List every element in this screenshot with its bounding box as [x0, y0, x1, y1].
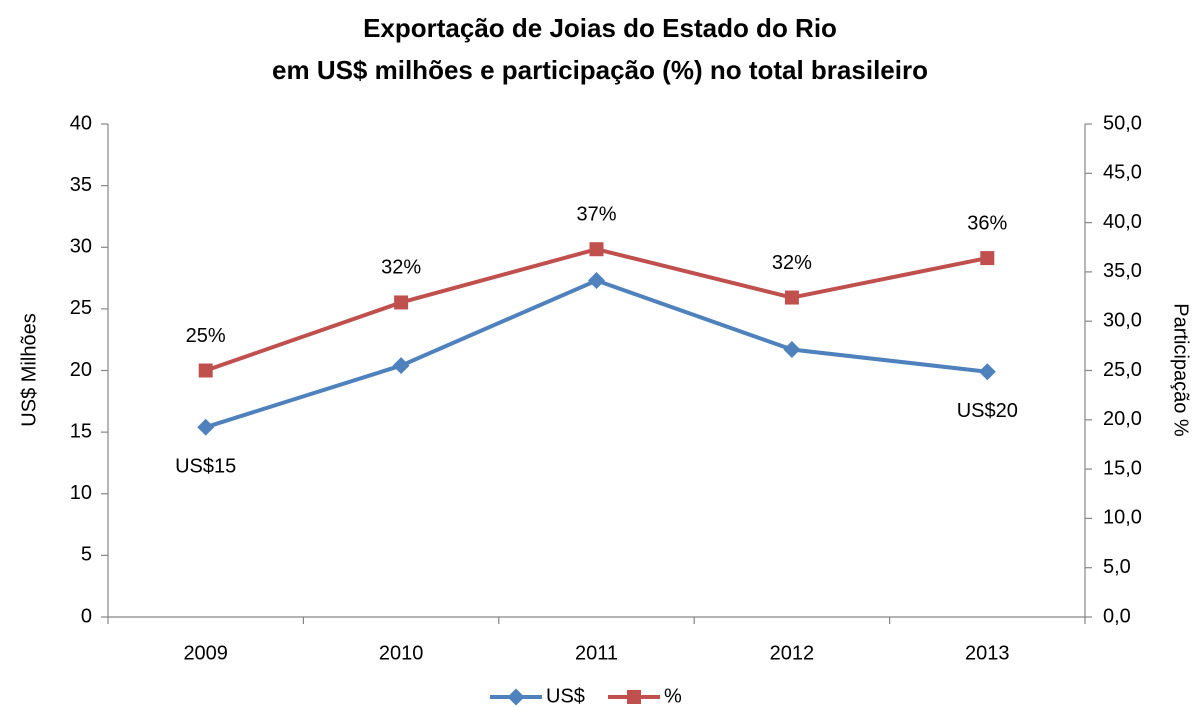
- data-label: US$20: [957, 400, 1018, 422]
- marker: [394, 295, 409, 310]
- y2-tick-label: 0,0: [1103, 605, 1131, 627]
- y2-tick-label: 15,0: [1103, 457, 1142, 479]
- y2-tick-label: 45,0: [1103, 162, 1142, 184]
- y-tick-label: 20: [70, 359, 92, 381]
- series-line: [205, 278, 988, 430]
- y2-tick-label: 20,0: [1103, 408, 1142, 430]
- y-tick-label: 35: [70, 174, 92, 196]
- data-label: 25%: [186, 325, 226, 347]
- data-label: US$15: [175, 455, 236, 477]
- series-line: [205, 247, 988, 373]
- marker: [783, 341, 801, 359]
- y-tick-label: 10: [70, 482, 92, 504]
- marker: [589, 242, 604, 257]
- chart-title: em US$ milhões e participação (%) no tot…: [272, 55, 928, 85]
- y2-tick-label: 50,0: [1103, 112, 1142, 134]
- legend-marker: [627, 690, 641, 704]
- data-label: 36%: [967, 212, 1007, 234]
- y2-tick-label: 40,0: [1103, 211, 1142, 233]
- y-axis-label: US$ Milhões: [18, 313, 40, 426]
- y2-tick-label: 10,0: [1103, 507, 1142, 529]
- x-tick-label: 2010: [379, 642, 424, 664]
- y2-axis-label: Participação %: [1170, 303, 1192, 437]
- chart-title: Exportação de Joias do Estado do Rio: [363, 13, 837, 43]
- y-tick-label: 30: [70, 236, 92, 258]
- x-tick-label: 2013: [965, 642, 1010, 664]
- x-tick-label: 2009: [183, 642, 228, 664]
- y2-tick-label: 25,0: [1103, 359, 1142, 381]
- marker: [784, 290, 799, 305]
- data-label: 37%: [576, 204, 616, 226]
- y2-tick-label: 35,0: [1103, 260, 1142, 282]
- legend-label: %: [664, 685, 682, 707]
- y-tick-label: 5: [81, 544, 92, 566]
- y2-tick-label: 5,0: [1103, 556, 1131, 578]
- data-label: 32%: [772, 252, 812, 274]
- y-tick-label: 0: [81, 605, 92, 627]
- marker: [198, 363, 213, 378]
- y-tick-label: 15: [70, 420, 92, 442]
- legend-marker: [507, 688, 525, 706]
- x-tick-label: 2012: [770, 642, 815, 664]
- y-tick-label: 25: [70, 297, 92, 319]
- marker: [980, 251, 995, 266]
- data-label: 32%: [381, 257, 421, 279]
- marker: [392, 357, 410, 375]
- marker: [978, 363, 996, 381]
- y-tick-label: 40: [70, 112, 92, 134]
- x-tick-label: 2011: [575, 642, 618, 664]
- y2-tick-label: 30,0: [1103, 309, 1142, 331]
- legend-label: US$: [546, 685, 585, 707]
- marker: [588, 272, 605, 290]
- marker: [197, 418, 215, 436]
